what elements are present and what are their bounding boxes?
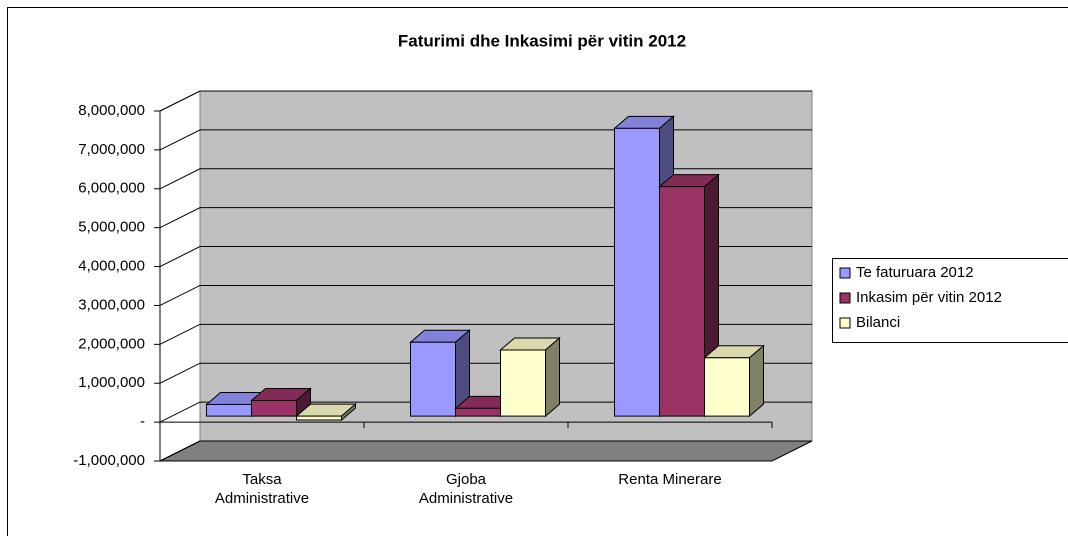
grid-line bbox=[159, 246, 812, 268]
grid-line bbox=[159, 168, 812, 190]
x-tick-label: Gjoba Administrative bbox=[418, 471, 514, 507]
legend-swatch bbox=[839, 267, 851, 279]
grid-line bbox=[159, 284, 812, 306]
bar-side bbox=[749, 344, 764, 418]
grid-line bbox=[159, 207, 812, 229]
y-tick-label: 1,000,000 bbox=[78, 374, 145, 391]
bar bbox=[704, 357, 750, 417]
y-tick-label: -1,000,000 bbox=[73, 452, 145, 469]
grid-line bbox=[159, 129, 812, 151]
bar bbox=[296, 415, 342, 421]
y-tick-label: 7,000,000 bbox=[78, 141, 145, 158]
bar bbox=[659, 186, 705, 417]
y-tick-label: 8,000,000 bbox=[78, 102, 145, 119]
legend-label: Te faturuara 2012 bbox=[856, 264, 974, 281]
grid-line bbox=[159, 362, 812, 384]
y-tick-label: 3,000,000 bbox=[78, 296, 145, 313]
bar bbox=[500, 349, 546, 417]
legend-box bbox=[832, 258, 1068, 343]
bar bbox=[614, 127, 660, 417]
bar bbox=[410, 341, 456, 417]
legend-label: Bilanci bbox=[856, 314, 900, 331]
bar bbox=[455, 407, 501, 417]
y-tick-label: - bbox=[140, 413, 145, 430]
legend-swatch bbox=[839, 317, 851, 329]
floor bbox=[159, 440, 813, 462]
grid-line bbox=[159, 90, 812, 112]
chart-title: Faturimi dhe Inkasimi për vitin 2012 bbox=[398, 31, 686, 50]
y-tick-label: 4,000,000 bbox=[78, 258, 145, 275]
x-tick-label: Taksa Administrative bbox=[214, 471, 310, 507]
legend-label: Inkasim për vitin 2012 bbox=[856, 289, 1002, 306]
bar bbox=[251, 400, 297, 417]
bar bbox=[206, 403, 252, 417]
grid-line bbox=[159, 323, 812, 345]
legend-swatch bbox=[839, 292, 851, 304]
grid-line bbox=[159, 401, 812, 423]
y-tick-label: 6,000,000 bbox=[78, 180, 145, 197]
y-tick-label: 2,000,000 bbox=[78, 335, 145, 352]
grid-line bbox=[159, 440, 812, 462]
y-tick-label: 5,000,000 bbox=[78, 219, 145, 236]
x-tick-label: Renta Minerare bbox=[618, 471, 722, 488]
bar-side bbox=[545, 336, 560, 418]
